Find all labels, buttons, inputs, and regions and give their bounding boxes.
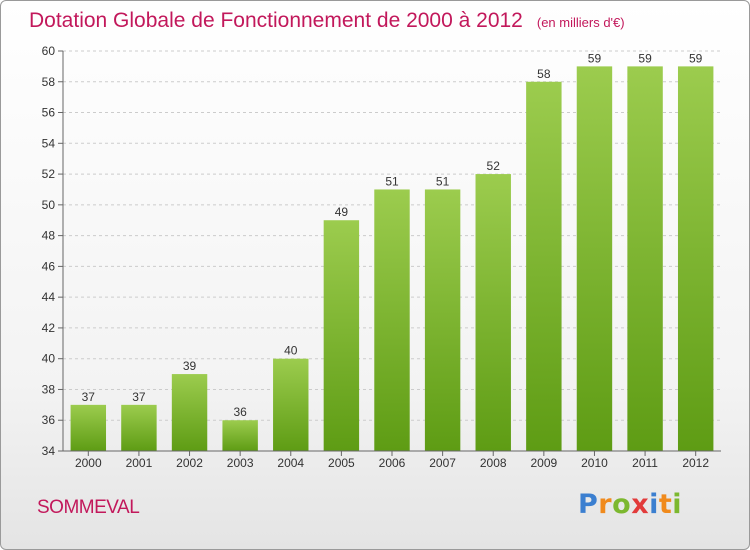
y-tick-label: 46 — [42, 259, 56, 273]
y-tick-label: 52 — [42, 167, 56, 181]
x-tick-label-2001: 2001 — [126, 456, 153, 470]
bar-2006 — [374, 189, 410, 451]
bar-2010 — [576, 66, 613, 451]
x-tick-label-2002: 2002 — [176, 456, 203, 470]
y-tick-label: 38 — [42, 382, 56, 396]
x-tick-label-2009: 2009 — [530, 456, 557, 470]
data-label-2005: 49 — [335, 205, 349, 219]
bar-2005 — [323, 220, 360, 451]
y-tick-label: 56 — [42, 106, 56, 120]
bar-2007 — [424, 189, 461, 451]
commune-name: SOMMEVAL — [37, 497, 140, 518]
data-label-2001: 37 — [132, 390, 146, 404]
chart-title-text: Dotation Globale de Fonctionnement de 20… — [29, 9, 523, 32]
proxiti-logo: Proxiti — [578, 489, 683, 520]
data-label-2006: 51 — [385, 174, 399, 188]
y-tick-label: 60 — [42, 44, 56, 58]
x-tick-label-2007: 2007 — [429, 456, 456, 470]
data-label-2002: 39 — [183, 359, 197, 373]
x-tick-label-2005: 2005 — [328, 456, 355, 470]
data-label-2011: 59 — [638, 51, 652, 65]
x-tick-label-2011: 2011 — [632, 456, 658, 470]
x-tick-label-2010: 2010 — [581, 456, 608, 470]
x-tick-label-2012: 2012 — [682, 456, 709, 470]
y-tick-label: 34 — [42, 444, 56, 458]
bar-2003 — [222, 420, 258, 451]
data-label-2012: 59 — [689, 51, 703, 65]
y-tick-label: 42 — [42, 321, 56, 335]
y-tick-label: 50 — [42, 198, 56, 212]
bar-2004 — [273, 358, 309, 451]
bar-2002 — [171, 374, 208, 451]
y-tick-label: 58 — [42, 75, 56, 89]
y-tick-label: 48 — [42, 229, 56, 243]
x-tick-label-2000: 2000 — [75, 456, 102, 470]
x-tick-label-2003: 2003 — [227, 456, 254, 470]
bar-2000 — [70, 404, 107, 451]
y-tick-label: 54 — [42, 136, 56, 150]
chart-title: Dotation Globale de Fonctionnement de 20… — [29, 9, 625, 33]
bar-2011 — [627, 66, 663, 451]
bar-2008 — [475, 174, 511, 452]
bar-2012 — [677, 66, 714, 451]
data-label-2000: 37 — [82, 390, 96, 404]
data-label-2003: 36 — [233, 405, 247, 419]
bar-2001 — [121, 404, 157, 451]
data-label-2008: 52 — [487, 159, 501, 173]
y-tick-label: 40 — [42, 352, 56, 366]
x-tick-label-2006: 2006 — [379, 456, 406, 470]
data-label-2009: 58 — [537, 67, 551, 81]
y-tick-label: 36 — [42, 413, 56, 427]
x-tick-label-2008: 2008 — [480, 456, 507, 470]
data-label-2004: 40 — [284, 344, 298, 358]
x-tick-label-2004: 2004 — [277, 456, 304, 470]
unit-note: (en milliers d'€) — [536, 15, 625, 30]
bar-2009 — [526, 81, 562, 452]
data-label-2007: 51 — [436, 174, 450, 188]
y-tick-label: 44 — [42, 290, 56, 304]
data-label-2010: 59 — [588, 51, 602, 65]
